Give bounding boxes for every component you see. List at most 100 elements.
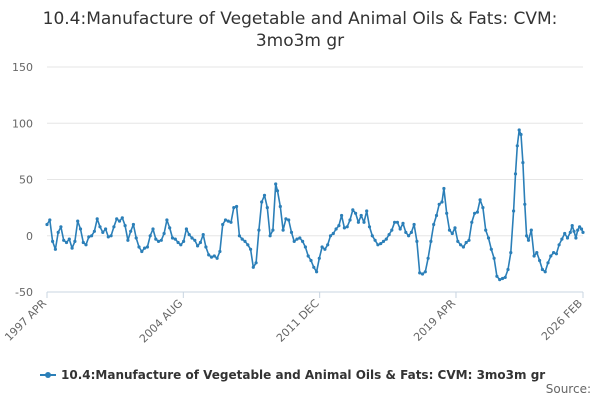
data-point[interactable] (292, 239, 296, 243)
data-point[interactable] (312, 265, 316, 269)
data-point[interactable] (409, 230, 413, 234)
data-point[interactable] (320, 245, 324, 249)
data-point[interactable] (101, 230, 105, 234)
data-point[interactable] (440, 200, 444, 204)
data-point[interactable] (90, 234, 94, 238)
data-point[interactable] (215, 256, 219, 260)
data-point[interactable] (574, 236, 578, 240)
data-point[interactable] (519, 132, 523, 137)
data-point[interactable] (218, 249, 222, 254)
data-point[interactable] (549, 254, 553, 258)
data-point[interactable] (173, 237, 177, 241)
data-point[interactable] (271, 228, 275, 232)
data-point[interactable] (315, 270, 319, 274)
data-point[interactable] (529, 228, 533, 232)
data-point[interactable] (565, 236, 570, 240)
data-point[interactable] (143, 246, 147, 250)
data-point[interactable] (340, 213, 344, 218)
data-point[interactable] (354, 211, 358, 215)
data-point[interactable] (442, 186, 446, 191)
data-point[interactable] (513, 172, 518, 176)
data-point[interactable] (467, 238, 471, 242)
data-point[interactable] (193, 238, 197, 242)
data-point[interactable] (356, 220, 360, 224)
data-point[interactable] (156, 239, 161, 243)
data-point[interactable] (538, 258, 542, 263)
data-point[interactable] (145, 245, 149, 249)
data-point[interactable] (115, 217, 119, 221)
data-point[interactable] (170, 236, 175, 240)
data-point[interactable] (240, 237, 244, 241)
data-point[interactable] (578, 225, 582, 229)
data-point[interactable] (56, 230, 60, 234)
data-point[interactable] (317, 256, 321, 260)
data-point[interactable] (365, 209, 369, 213)
data-point[interactable] (59, 225, 63, 229)
data-point[interactable] (486, 236, 491, 240)
data-point[interactable] (159, 238, 163, 242)
data-point[interactable] (579, 227, 584, 231)
data-point[interactable] (572, 229, 576, 233)
data-point[interactable] (381, 239, 386, 243)
data-point[interactable] (95, 217, 99, 221)
data-point[interactable] (76, 219, 80, 223)
data-point[interactable] (554, 252, 559, 256)
data-point[interactable] (309, 258, 313, 263)
data-point[interactable] (540, 267, 545, 272)
data-point[interactable] (207, 253, 211, 257)
data-point[interactable] (306, 254, 310, 258)
data-point[interactable] (331, 231, 335, 236)
data-point[interactable] (563, 231, 567, 236)
data-point[interactable] (362, 220, 366, 224)
data-point[interactable] (226, 219, 230, 223)
data-point[interactable] (475, 210, 479, 214)
data-point[interactable] (176, 240, 180, 245)
data-point[interactable] (123, 224, 127, 228)
data-point[interactable] (84, 243, 88, 247)
data-point[interactable] (464, 240, 468, 245)
data-point[interactable] (223, 218, 228, 222)
data-point[interactable] (328, 234, 333, 238)
data-point[interactable] (148, 234, 152, 238)
data-point[interactable] (432, 222, 436, 227)
data-point[interactable] (418, 271, 422, 275)
data-point[interactable] (232, 206, 236, 210)
data-point[interactable] (73, 239, 77, 243)
data-point[interactable] (423, 270, 427, 274)
data-point[interactable] (456, 239, 460, 243)
data-point[interactable] (246, 243, 250, 247)
data-point[interactable] (426, 256, 430, 260)
data-point[interactable] (303, 245, 307, 249)
data-point[interactable] (117, 219, 122, 223)
data-point[interactable] (274, 182, 278, 186)
data-point[interactable] (387, 233, 391, 237)
data-point[interactable] (429, 239, 433, 243)
data-point[interactable] (204, 245, 208, 249)
data-point[interactable] (523, 202, 527, 206)
data-point[interactable] (492, 256, 496, 260)
data-point[interactable] (495, 274, 499, 278)
data-point[interactable] (407, 234, 411, 238)
data-point[interactable] (212, 254, 216, 258)
data-point[interactable] (182, 239, 186, 243)
data-point[interactable] (257, 228, 261, 232)
data-point[interactable] (275, 189, 280, 193)
data-point[interactable] (379, 242, 383, 246)
data-point[interactable] (326, 243, 330, 247)
data-point[interactable] (560, 237, 564, 241)
data-point[interactable] (134, 236, 138, 240)
data-point[interactable] (162, 231, 166, 236)
data-point[interactable] (45, 222, 49, 227)
data-point[interactable] (221, 222, 225, 227)
data-point[interactable] (98, 225, 102, 229)
data-point[interactable] (470, 220, 474, 224)
data-point[interactable] (453, 226, 457, 230)
data-point[interactable] (129, 229, 133, 233)
data-point[interactable] (373, 238, 377, 242)
data-point[interactable] (140, 249, 144, 254)
data-point[interactable] (260, 200, 264, 204)
data-point[interactable] (70, 246, 74, 250)
data-point[interactable] (478, 198, 482, 202)
data-point[interactable] (298, 236, 302, 240)
data-point[interactable] (120, 216, 124, 220)
